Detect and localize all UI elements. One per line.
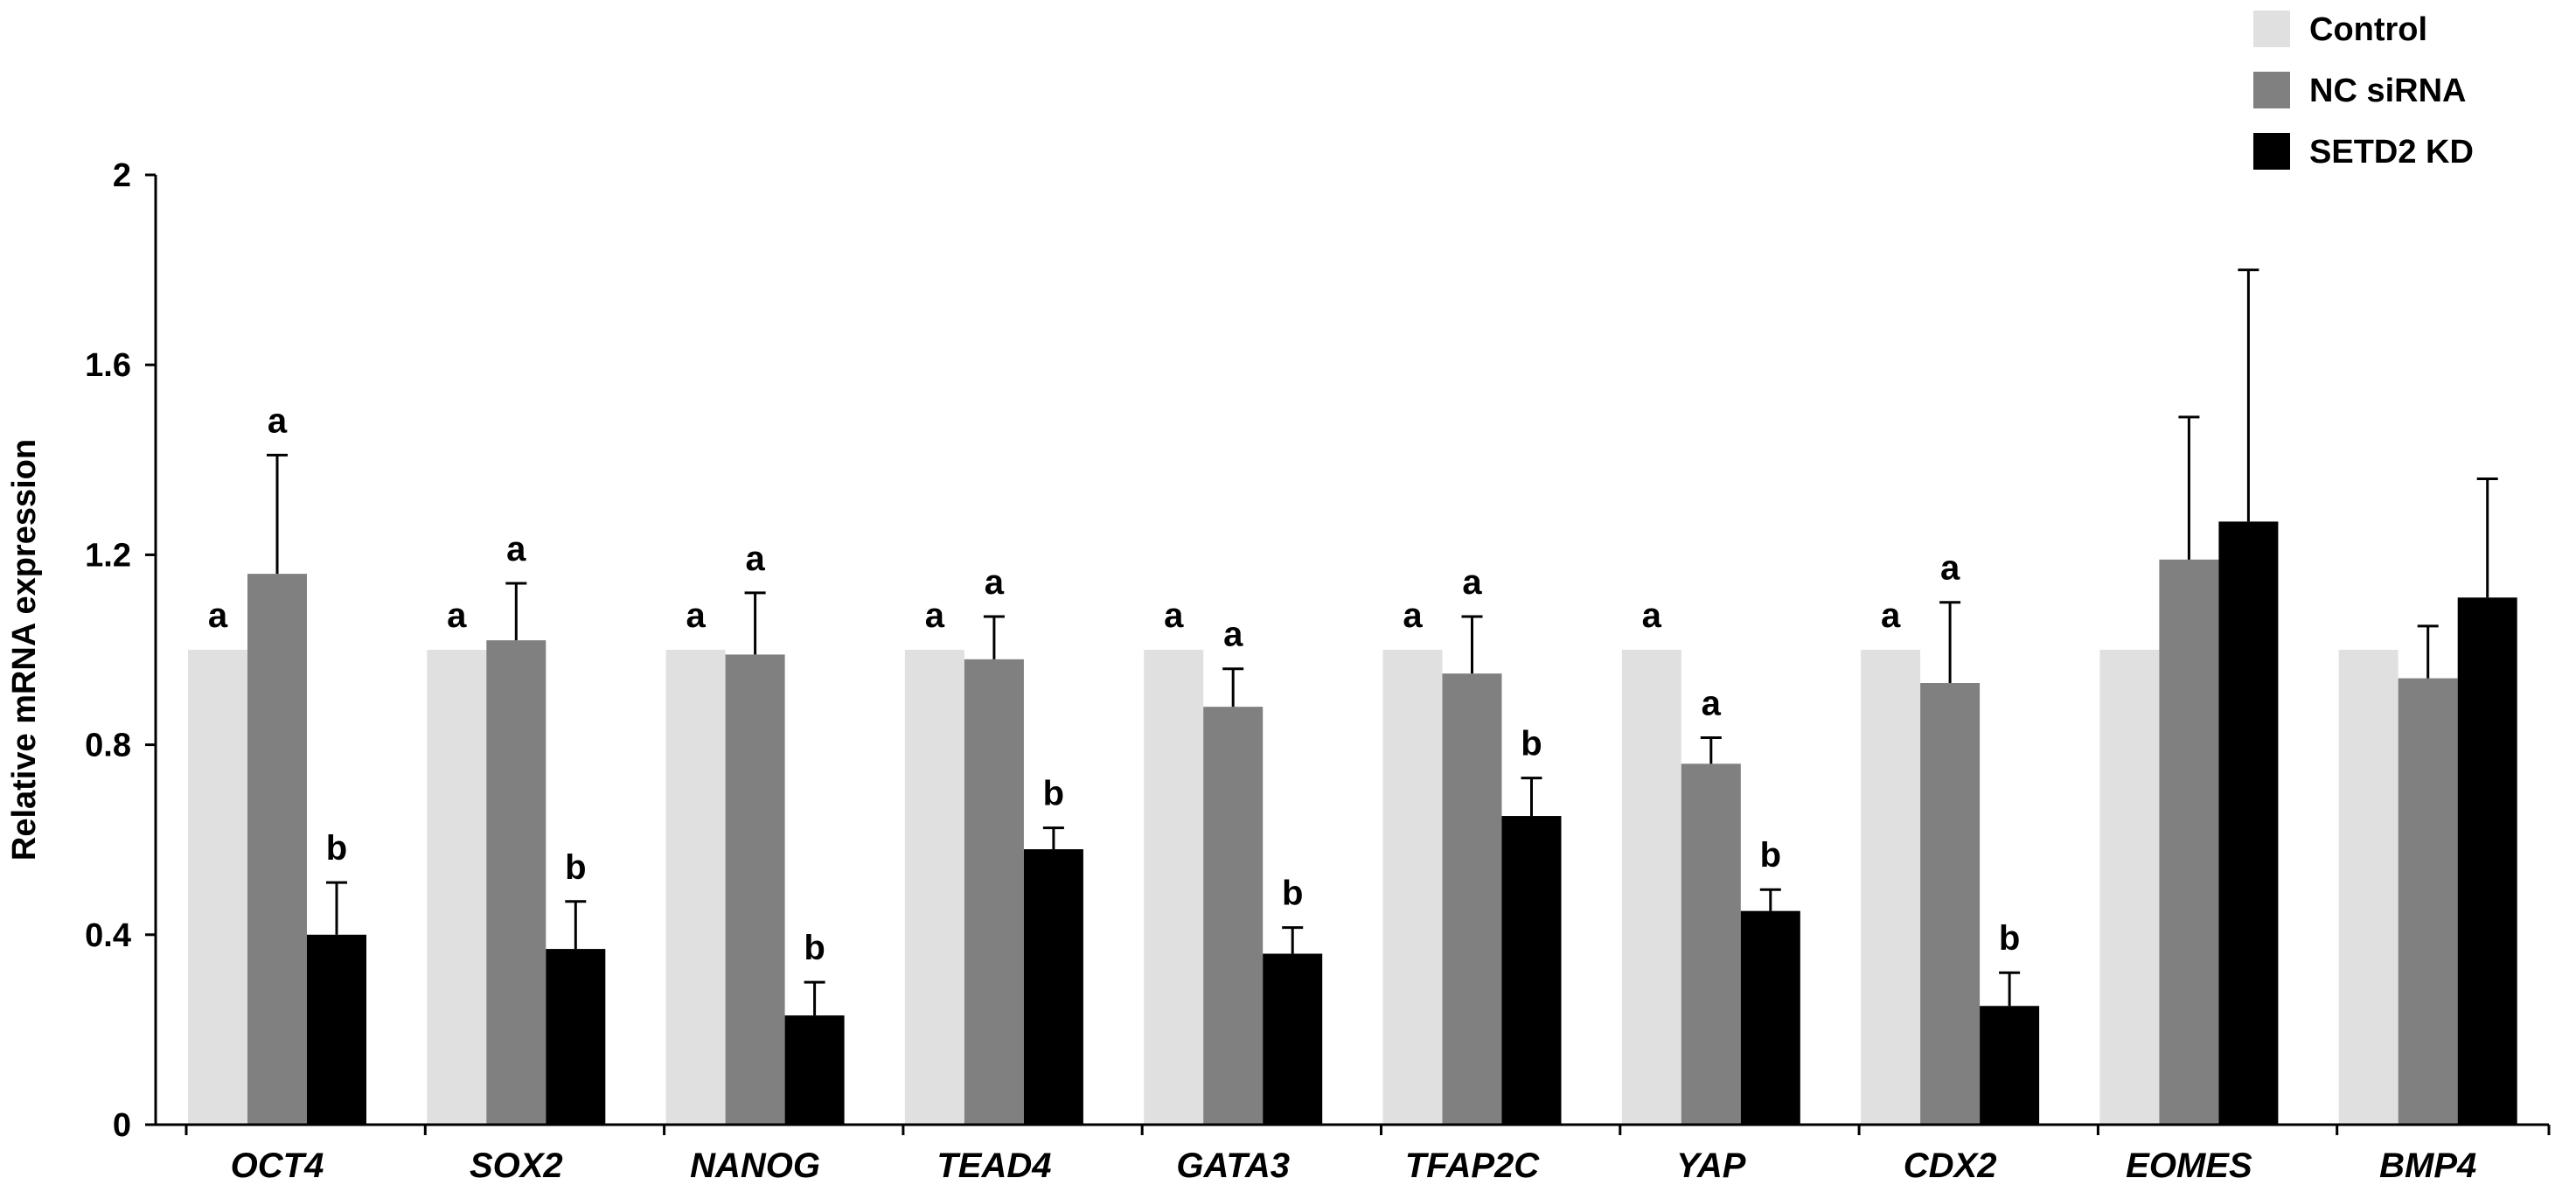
- significance-label: a: [686, 596, 706, 635]
- significance-label: a: [268, 401, 288, 440]
- significance-label: b: [1043, 775, 1064, 813]
- bar-control-yap: [1621, 650, 1681, 1125]
- category-label-gata3: GATA3: [1176, 1147, 1290, 1185]
- y-tick-label: 1.2: [85, 537, 131, 574]
- bar-setd2-kd-oct4: [307, 934, 366, 1125]
- bar-nc-sirna-gata3: [1203, 707, 1264, 1125]
- significance-label: a: [208, 596, 228, 635]
- y-tick-label: 1.6: [85, 347, 131, 384]
- bar-control-cdx2: [1861, 650, 1921, 1125]
- bar-nc-sirna-tead4: [964, 659, 1024, 1125]
- bar-setd2-kd-tfap2c: [1501, 816, 1562, 1125]
- axes: [154, 175, 2549, 1126]
- bar-setd2-kd-yap: [1740, 910, 1800, 1125]
- category-label-nanog: NANOG: [690, 1147, 820, 1185]
- bar-setd2-kd-bmp4: [2457, 597, 2517, 1125]
- category-label-yap: YAP: [1676, 1147, 1746, 1185]
- bar-setd2-kd-gata3: [1263, 953, 1323, 1125]
- category-label-tfap2c: TFAP2C: [1405, 1147, 1540, 1185]
- category-label-bmp4: BMP4: [2379, 1147, 2476, 1185]
- significance-label: a: [1223, 616, 1243, 654]
- bar-setd2-kd-cdx2: [1980, 1006, 2040, 1125]
- significance-label: a: [1462, 563, 1482, 602]
- bar-nc-sirna-bmp4: [2398, 678, 2458, 1125]
- category-label-eomes: EOMES: [2126, 1147, 2252, 1185]
- significance-label: b: [1999, 919, 2020, 958]
- significance-label: a: [1940, 549, 1960, 588]
- bar-control-gata3: [1144, 650, 1204, 1125]
- bar-control-bmp4: [2338, 650, 2398, 1125]
- legend-label: SETD2 KD: [2309, 134, 2474, 171]
- y-tick-label: 0.8: [85, 728, 131, 764]
- category-label-cdx2: CDX2: [1904, 1147, 1997, 1185]
- y-tick-label: 0.4: [85, 917, 131, 954]
- bar-nc-sirna-cdx2: [1920, 683, 1981, 1125]
- bar-setd2-kd-eomes: [2218, 521, 2279, 1125]
- legend-swatch-nc-sirna: [2253, 72, 2290, 108]
- category-label-sox2: SOX2: [470, 1147, 563, 1185]
- category-label-oct4: OCT4: [231, 1147, 324, 1185]
- category-label-tead4: TEAD4: [936, 1147, 1051, 1185]
- bar-control-sox2: [427, 650, 487, 1125]
- significance-label: b: [1521, 725, 1542, 763]
- bar-control-tfap2c: [1382, 650, 1443, 1125]
- legend: Control NC siRNA SETD2 KD: [2253, 10, 2474, 171]
- bar-setd2-kd-nanog: [784, 1015, 845, 1125]
- legend-label: Control: [2309, 11, 2427, 48]
- significance-label: a: [745, 540, 765, 578]
- bar-nc-sirna-yap: [1681, 763, 1741, 1125]
- significance-label: a: [1642, 596, 1662, 635]
- x-ticks: OCT4 SOX2 NANOG TEAD4 GATA3 TFAP2C YAP CDX2 EOME…: [184, 1125, 2551, 1185]
- bar-setd2-kd-sox2: [546, 949, 606, 1125]
- bar-control-tead4: [904, 650, 964, 1125]
- bar-control-eomes: [2099, 650, 2160, 1125]
- bar-nc-sirna-sox2: [486, 640, 547, 1125]
- bar-control-oct4: [188, 650, 247, 1125]
- legend-swatch-setd2-kd: [2253, 133, 2290, 170]
- legend-swatch-control: [2253, 10, 2290, 47]
- significance-label: b: [1282, 875, 1303, 913]
- significance-label: a: [1881, 596, 1901, 635]
- bar-setd2-kd-tead4: [1023, 849, 1083, 1125]
- y-tick-label: 2: [113, 157, 131, 194]
- error-bars-layer: [267, 268, 2498, 1016]
- significance-label: a: [925, 596, 945, 635]
- significance-label: a: [506, 530, 526, 568]
- bar-nc-sirna-tfap2c: [1442, 673, 1502, 1125]
- bar-nc-sirna-eomes: [2159, 559, 2219, 1125]
- y-tick-label: 0: [113, 1107, 131, 1144]
- legend-label: NC siRNA: [2309, 73, 2466, 109]
- significance-label: b: [326, 829, 347, 868]
- significance-label: a: [1164, 596, 1184, 635]
- y-axis-title: Relative mRNA expression: [6, 439, 43, 861]
- significance-label: a: [1702, 684, 1722, 722]
- significance-label: b: [804, 929, 825, 967]
- bar-nc-sirna-nanog: [725, 654, 785, 1125]
- bar-nc-sirna-oct4: [247, 574, 307, 1125]
- significance-label: b: [565, 848, 586, 887]
- y-ticks: 0 0.4 0.8 1.2 1.6 2: [85, 157, 156, 1144]
- significance-label: b: [1760, 836, 1781, 875]
- significance-label: a: [985, 563, 1005, 602]
- bar-control-nanog: [665, 650, 726, 1125]
- bars-layer: [188, 521, 2517, 1125]
- significance-label: a: [1403, 596, 1423, 635]
- significance-label: a: [447, 596, 467, 635]
